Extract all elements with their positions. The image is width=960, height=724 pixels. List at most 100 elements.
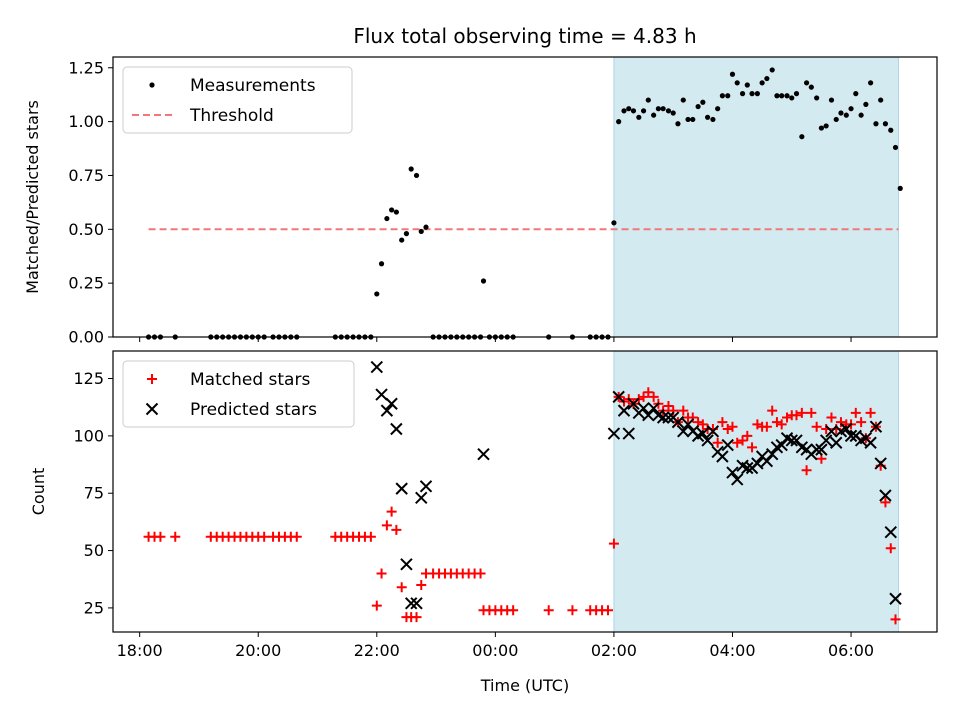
matched-star-point: [663, 401, 674, 412]
measurement-point: [774, 93, 780, 99]
measurement-point: [423, 224, 429, 230]
predicted-star-point: [419, 480, 433, 493]
predicted-star-point: [671, 415, 685, 429]
measurement-point: [838, 110, 844, 116]
matched-star-point: [693, 417, 704, 428]
matched-star-point: [602, 605, 613, 616]
measurement-point: [808, 84, 814, 90]
measurement-point: [655, 106, 661, 112]
matched-star-point: [411, 612, 422, 623]
measurement-point: [636, 114, 642, 120]
predicted-star-point: [375, 388, 388, 401]
matched-star-point: [890, 614, 901, 625]
measurement-point: [616, 119, 622, 125]
measurement-point: [734, 80, 740, 86]
matched-star-point: [155, 531, 166, 542]
measurement-point: [828, 97, 835, 103]
matched-star-point: [291, 531, 302, 542]
predicted-star-point: [716, 450, 729, 463]
measurement-point: [739, 91, 746, 97]
top-y-tick-label: 1.00: [68, 112, 104, 131]
predicted-star-point: [617, 404, 631, 417]
predicted-star-point: [400, 558, 413, 571]
matched-star-point: [856, 417, 867, 428]
matched-star-point: [608, 538, 619, 549]
x-axis-label: Time (UTC): [480, 676, 569, 695]
measurement-point: [749, 91, 755, 97]
measurement-point: [645, 97, 651, 103]
matched-star-point: [806, 407, 817, 418]
predicted-star-point: [380, 404, 394, 417]
x-tick-label: 04:00: [709, 641, 755, 660]
matched-star-point: [782, 412, 793, 423]
measurement-point: [680, 97, 686, 103]
measurement-point: [803, 80, 810, 86]
measurement-point: [389, 207, 395, 213]
x-tick-label: 20:00: [235, 641, 281, 660]
bottom-legend-box: [122, 360, 355, 428]
measurement-point: [700, 99, 706, 105]
measurement-point: [715, 106, 721, 112]
predicted-star-point: [706, 425, 720, 438]
bottom-axes-frame: [112, 350, 938, 633]
predicted-star-point: [612, 390, 625, 404]
x-tick-label: 18:00: [117, 641, 163, 660]
measurement-point: [408, 166, 414, 172]
measurement-point: [823, 123, 829, 129]
matched-star-point: [638, 391, 649, 402]
matched-star-point: [365, 531, 376, 542]
top-y-tick-label: 0.25: [68, 274, 104, 293]
predicted-star-point: [825, 425, 838, 438]
measurement-point: [818, 125, 825, 131]
matched-star-point: [376, 568, 387, 579]
predicted-star-point: [415, 491, 428, 505]
bottom-y-tick-label: 75: [84, 484, 104, 503]
measurement-point: [403, 231, 410, 237]
matched-star-point: [742, 430, 753, 441]
predicted-star-point: [775, 438, 788, 452]
measurement-point: [799, 134, 805, 140]
predicted-star-point: [790, 434, 803, 447]
matched-star-point: [259, 531, 270, 542]
predicted-star-point: [765, 448, 779, 461]
matched-star-point: [648, 391, 659, 402]
measurement-point: [710, 116, 716, 123]
measurement-point: [729, 71, 736, 77]
bottom-y-tick-label: 125: [73, 369, 104, 388]
matched-star-point: [826, 412, 837, 423]
measurement-point: [764, 75, 770, 82]
matched-star-point: [697, 419, 708, 430]
bottom-y-axis-label: Count: [29, 468, 48, 516]
predicted-star-point: [731, 473, 744, 486]
measurement-point: [744, 82, 750, 88]
top-panel: 0.00 0.25 0.50 0.75 1.00 1.25 Matched/Predicte…: [23, 56, 938, 347]
matched-star-point: [776, 419, 787, 430]
matched-star-point: [371, 600, 382, 611]
matched-star-point: [391, 524, 402, 535]
predicted-star-point: [607, 427, 621, 440]
matched-star-point: [835, 417, 846, 428]
measurement-point: [858, 112, 864, 118]
predicted-star-point: [830, 436, 843, 449]
matched-star-point: [712, 437, 723, 448]
predicted-star-point: [404, 597, 418, 610]
matched-star-point: [771, 417, 782, 428]
predicted-star-point: [390, 422, 403, 436]
predicted-star-point: [844, 429, 858, 443]
measurement-point: [675, 121, 681, 127]
top-axes-frame: [112, 56, 938, 338]
measurement-point: [868, 80, 874, 86]
legend-label: Predicted stars: [190, 400, 317, 420]
measurement-point: [704, 114, 711, 120]
matched-star-point: [727, 421, 738, 432]
matched-star-point: [850, 407, 861, 418]
predicted-star-point: [721, 438, 734, 452]
matched-star-point: [885, 543, 896, 554]
measurement-point: [878, 97, 884, 103]
chart-title: Flux total observing time = 4.83 h: [353, 24, 696, 48]
predicted-star-point: [884, 526, 897, 539]
top-legend-box: [122, 66, 353, 134]
measurement-point: [695, 103, 701, 110]
measurement-point: [882, 121, 889, 127]
measurement-point: [393, 209, 399, 215]
